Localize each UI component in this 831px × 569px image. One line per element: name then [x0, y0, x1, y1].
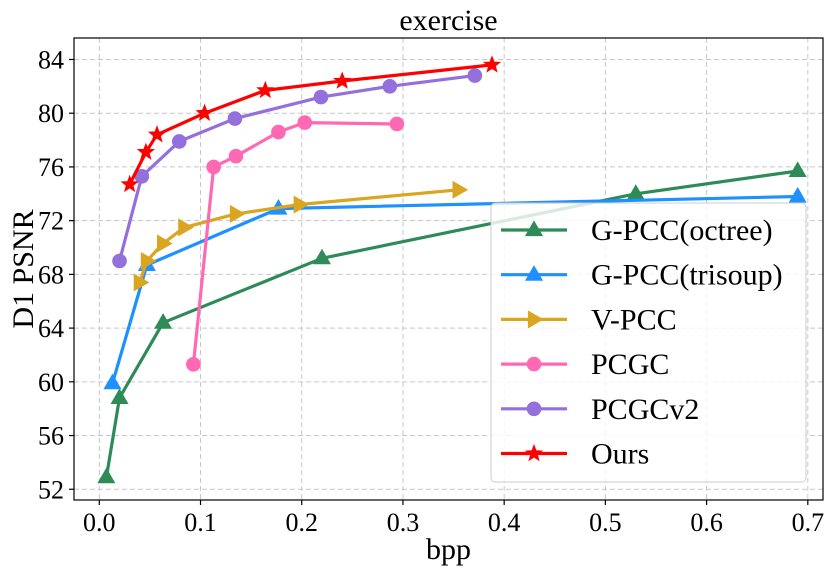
- legend-label: Ours: [591, 438, 649, 471]
- y-tick-label: 52: [38, 475, 64, 504]
- data-point-pcgcv2: [467, 68, 483, 83]
- y-tick-label: 60: [38, 368, 64, 397]
- legend: G-PCC(octree) G-PCC(trisoup) V-PCC PCGC PCGC…: [490, 202, 807, 483]
- x-tick-label: 0.5: [589, 508, 622, 537]
- data-point-g-pcc-octree: [154, 313, 173, 329]
- data-point-ours: [120, 174, 139, 193]
- y-tick-label: 56: [38, 422, 64, 451]
- data-point-v-pcc: [229, 204, 246, 223]
- data-point-g-pcc-octree: [97, 467, 116, 484]
- data-point-pcgcv2: [227, 111, 243, 126]
- data-point-g-pcc-octree: [110, 388, 129, 404]
- x-tick-label: 0.1: [184, 508, 217, 537]
- legend-item-ours: Ours: [501, 438, 649, 471]
- series-g-pcc-octree: [97, 161, 807, 484]
- x-tick-label: 0.4: [488, 508, 521, 537]
- x-tick-label: 0.7: [792, 508, 825, 537]
- x-tick-label: 0.3: [387, 508, 420, 537]
- data-point-ours: [482, 55, 502, 73]
- data-point-pcgc: [389, 116, 405, 132]
- series-pcgc: [186, 115, 405, 372]
- legend-marker: [526, 401, 542, 417]
- data-point-g-pcc-trisoup: [788, 186, 807, 203]
- legend-item-g-pcc-trisoup: G-PCC(trisoup): [501, 259, 783, 292]
- legend-marker: [524, 265, 544, 281]
- x-tick-label: 0.0: [83, 508, 116, 537]
- series-line-g-pcc-octree: [104, 169, 798, 478]
- y-tick-label: 80: [38, 99, 64, 128]
- data-point-pcgc: [186, 357, 201, 372]
- data-point-pcgcv2: [112, 253, 127, 269]
- data-point-g-pcc-octree: [312, 248, 331, 265]
- y-tick-label: 76: [38, 153, 64, 182]
- legend-marker: [527, 310, 544, 329]
- data-point-ours: [147, 125, 167, 143]
- legend-item-pcgc: PCGC: [501, 348, 669, 381]
- legend-box: [490, 202, 807, 483]
- y-tick-label: 84: [38, 45, 64, 74]
- series-line-pcgc: [191, 121, 397, 365]
- data-point-ours: [195, 103, 214, 121]
- data-point-g-pcc-octree: [788, 161, 807, 177]
- data-point-v-pcc: [133, 273, 150, 292]
- series-v-pcc: [133, 180, 469, 292]
- y-axis-label: D1 PSNR: [7, 209, 40, 328]
- y-tick-label: 68: [38, 260, 64, 289]
- data-point-g-pcc-trisoup: [103, 373, 122, 390]
- series-ours: [120, 55, 502, 193]
- legend-marker: [526, 356, 542, 372]
- data-point-pcgc: [206, 159, 221, 175]
- data-point-v-pcc: [157, 234, 173, 253]
- data-point-pcgc: [271, 124, 286, 140]
- plot-frame: [73, 37, 824, 501]
- legend-item-pcgcv2: PCGCv2: [501, 393, 699, 426]
- data-point-ours: [136, 142, 156, 160]
- data-point-v-pcc: [293, 195, 310, 214]
- chart-title: exercise: [399, 4, 497, 37]
- legend-label: G-PCC(trisoup): [591, 259, 783, 292]
- data-point-ours: [333, 71, 352, 89]
- data-point-pcgcv2: [382, 79, 398, 94]
- legend-label: V-PCC: [591, 303, 677, 336]
- data-point-ours: [256, 80, 275, 99]
- data-point-v-pcc: [178, 218, 194, 237]
- legend-marker: [524, 443, 544, 462]
- data-point-pcgcv2: [171, 134, 187, 149]
- y-tick-label: 72: [38, 207, 64, 236]
- data-point-pcgcv2: [313, 89, 329, 105]
- legend-label: PCGCv2: [591, 393, 699, 426]
- legend-label: G-PCC(octree): [591, 214, 773, 247]
- data-point-v-pcc: [140, 251, 157, 270]
- legend-label: PCGC: [591, 348, 669, 381]
- y-tick-label: 64: [38, 314, 64, 343]
- data-point-pcgc: [228, 148, 244, 164]
- legend-item-g-pcc-octree: G-PCC(octree): [501, 214, 773, 247]
- series-group: [97, 55, 807, 484]
- x-axis-label: bpp: [426, 533, 471, 566]
- series-pcgcv2: [112, 68, 483, 269]
- x-tick-label: 0.2: [285, 508, 318, 537]
- axes-group: 0.0 0.1 0.2 0.3 0.4 0.5 0.6 0.7 52 56 60 64 68 72 76 80…: [38, 45, 824, 537]
- data-point-v-pcc: [452, 180, 469, 199]
- legend-marker: [524, 220, 544, 237]
- data-point-pcgc: [297, 115, 313, 130]
- x-tick-label: 0.6: [690, 508, 723, 537]
- legend-item-v-pcc: V-PCC: [501, 303, 677, 336]
